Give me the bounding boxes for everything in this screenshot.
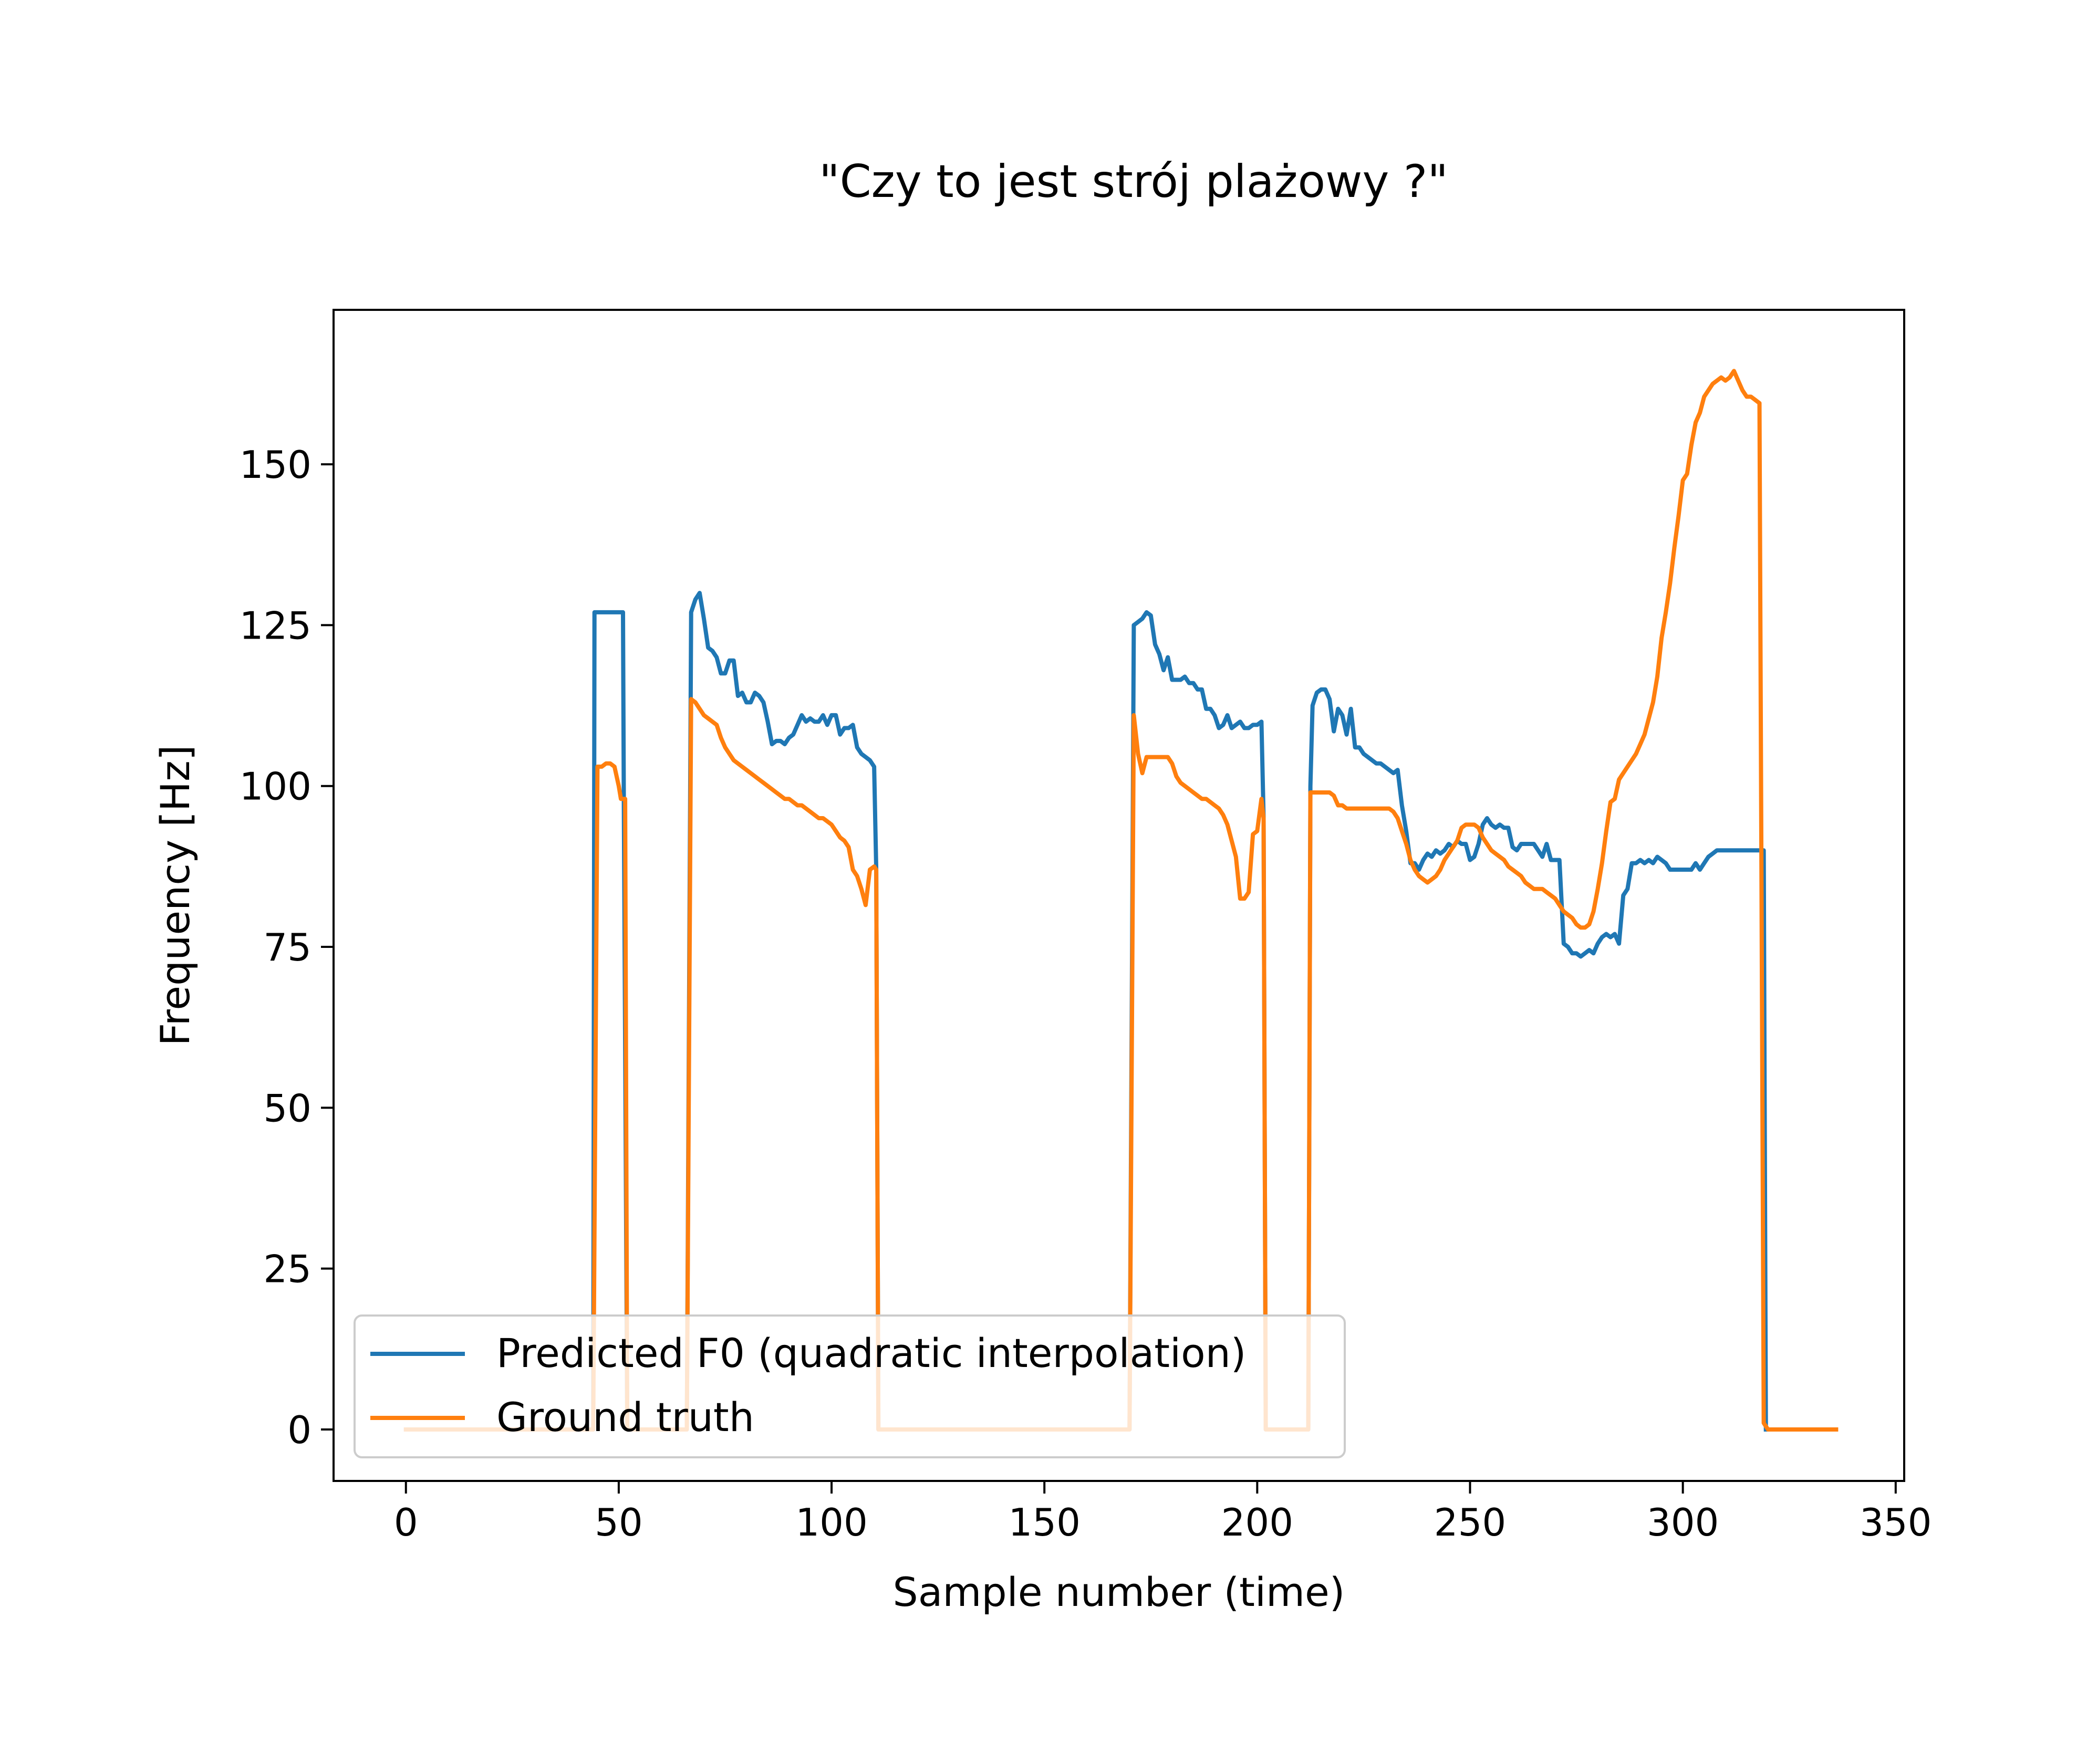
y-axis-label: Frequency [Hz]	[152, 745, 199, 1046]
legend: Predicted F0 (quadratic interpolation) G…	[354, 1314, 1346, 1458]
chart-title: "Czy to jest strój plażowy ?"	[819, 155, 1448, 208]
x-tick-label: 250	[1434, 1500, 1506, 1544]
x-tick-label: 200	[1221, 1500, 1293, 1544]
y-tick-label: 100	[240, 765, 312, 809]
y-axis-ticks: 0 25 50 75 100 125 150	[240, 443, 334, 1452]
x-tick-label: 150	[1008, 1500, 1080, 1544]
x-tick-label: 0	[394, 1500, 418, 1544]
x-tick-label: 350	[1860, 1500, 1932, 1544]
plot-lines	[403, 369, 1839, 1432]
legend-label-ground-truth: Ground truth	[496, 1394, 754, 1441]
y-tick-label: 25	[263, 1247, 312, 1291]
legend-box	[354, 1314, 1346, 1458]
x-axis-ticks: 0 50 100 150 200 250 300 350	[394, 1481, 1932, 1544]
y-tick-label: 75	[263, 925, 312, 969]
legend-label-predicted: Predicted F0 (quadratic interpolation)	[496, 1330, 1246, 1376]
y-tick-label: 0	[287, 1408, 312, 1452]
series-line-1	[403, 369, 1839, 1432]
x-tick-label: 100	[795, 1500, 867, 1544]
y-tick-label: 50	[263, 1086, 312, 1130]
x-tick-label: 50	[595, 1500, 643, 1544]
x-tick-label: 300	[1647, 1500, 1719, 1544]
x-axis-label: Sample number (time)	[893, 1569, 1345, 1615]
plot-frame	[333, 309, 1905, 1482]
series-line-0	[403, 591, 1768, 1432]
y-tick-label: 150	[240, 443, 312, 487]
y-tick-label: 125	[240, 603, 312, 648]
